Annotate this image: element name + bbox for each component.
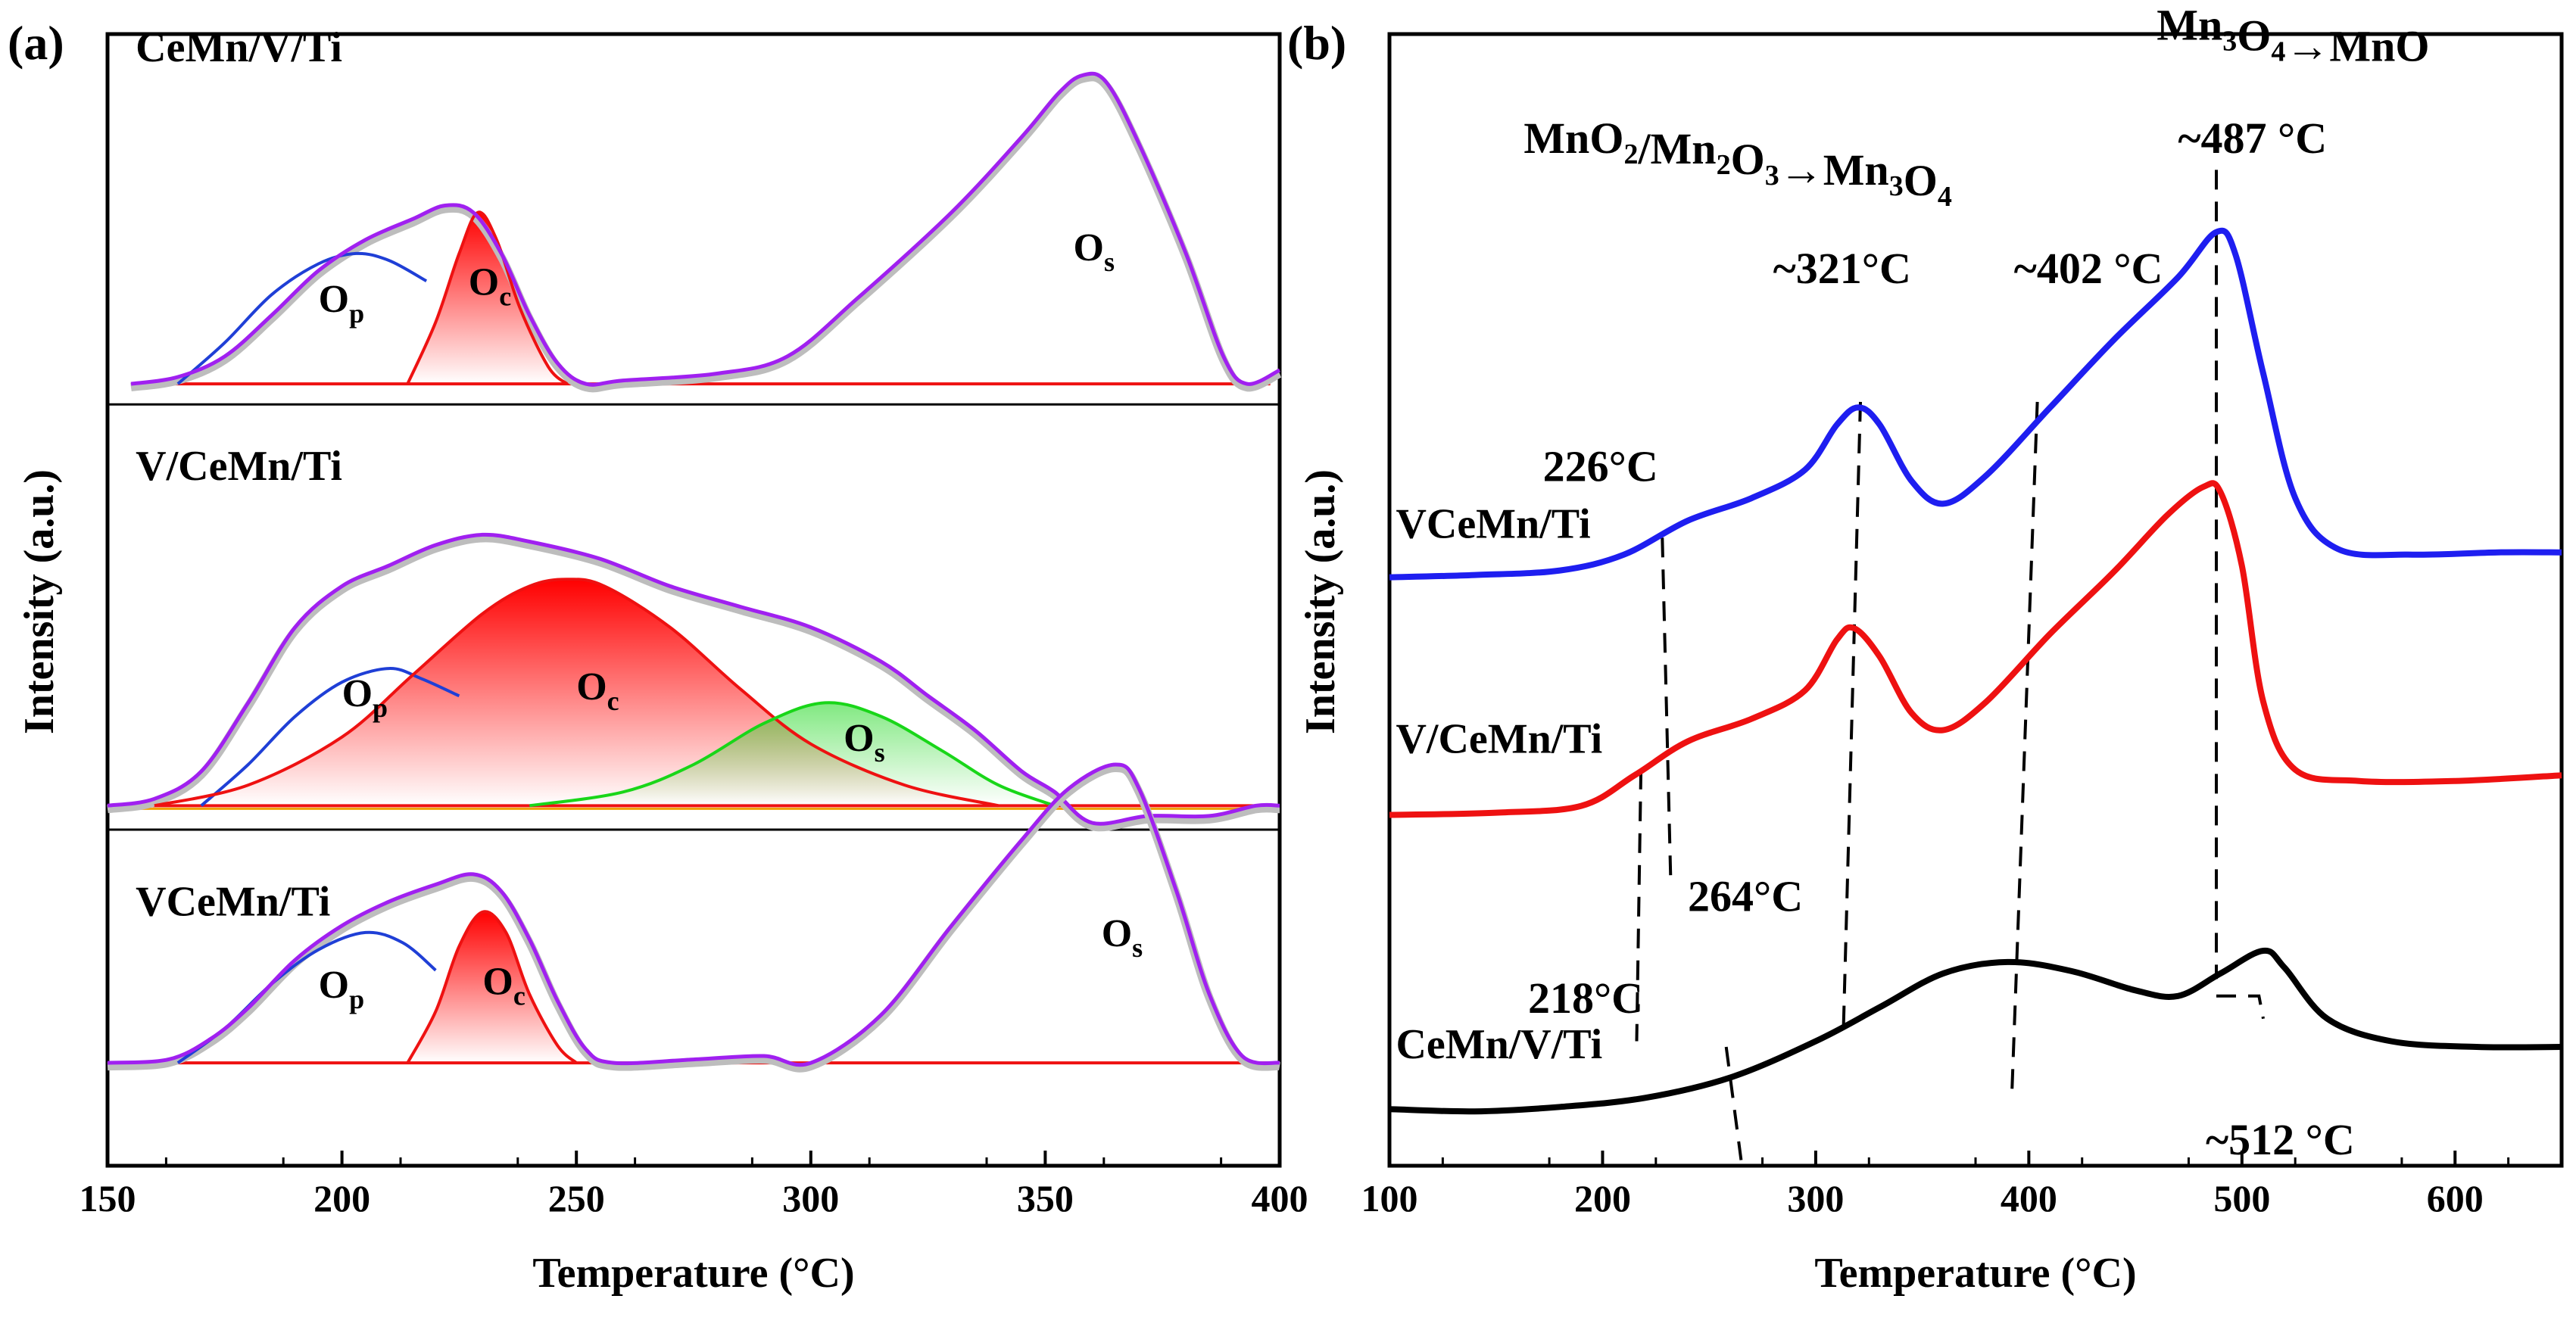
curve-v-cemn-ti: V/CeMn/Ti [1389,480,2562,818]
peak-op [176,251,428,385]
peak-oc [406,910,578,1064]
sample-label: CeMn/V/Ti [136,24,342,71]
panel-a-frame [105,32,1282,1168]
panel-a-xlabel: Temperature (°C) [532,1250,854,1297]
curve-label: V/CeMn/Ti [1396,715,1602,762]
peak-fill-oc [407,911,577,1064]
x-tick-label: 300 [782,1177,839,1219]
panel-b-ylabel: Intensity (a.u.) [1297,469,1344,734]
peak-op [200,667,460,807]
x-tick-label: 250 [548,1177,605,1219]
x-tick-label: 200 [1574,1177,1631,1219]
raw-data [130,73,1282,393]
panel-a-ylabel: Intensity (a.u.) [16,469,63,734]
curve-vcemn-ti: VCeMn/Ti [1389,227,2562,581]
curve-label: VCeMn/Ti [1396,500,1590,547]
envelope [107,762,1280,1067]
curve-line [1389,227,2562,581]
x-tick-label: 200 [313,1177,370,1219]
guide-512 [2216,994,2265,1020]
label-264: 264°C [1688,872,1803,921]
panel-b-x-ticks: 100 200 300 400 500 600 [1361,1151,2510,1219]
peak-oc [406,210,569,385]
envelope [107,532,1280,826]
guide-264 [1724,1046,1743,1160]
peak-oc [154,578,999,808]
panel-b-label: (b) [1287,16,1346,70]
label-218: 218°C [1528,973,1643,1023]
peak-label-s: Os [1074,226,1115,277]
panel-b: (b) VCeMn/Ti V/CeMn/Ti CeMn/V/Ti 100 200 300… [1287,0,2564,1297]
envelope [130,71,1281,387]
peak-os [529,701,1056,808]
panel-b-annotations: 226°C ~321°C ~402 °C ~487 °C 264°C 218°C ~512 … [1523,0,2429,1164]
label-402: ~402 °C [2014,244,2163,293]
panel-a-label: (a) [8,16,64,70]
panel-b-guides [1635,170,2265,1160]
label-512: ~512 °C [2206,1115,2355,1164]
anno-mn3o4: Mn3O4→MnO [2157,0,2429,70]
panel-a-x-ticks: 150 200 250 300 350 400 [80,1151,1308,1219]
peak-label-p: Op [342,672,388,723]
x-tick-label: 400 [1252,1177,1308,1219]
anno-mno2: MnO2/Mn2O3→Mn3O4 [1523,114,1952,213]
curve-cemn-v-ti: CeMn/V/Ti [1389,947,2562,1115]
x-tick-label: 400 [2001,1177,2057,1219]
guide-218 [1635,769,1643,1042]
label-226: 226°C [1543,442,1658,491]
curve-line [1389,480,2562,818]
sample-label: V/CeMn/Ti [136,443,342,490]
panel-b-plot: VCeMn/Ti V/CeMn/Ti CeMn/V/Ti [1389,227,2562,1115]
panel-b-xlabel: Temperature (°C) [1814,1250,2136,1297]
x-tick-label: 100 [1361,1177,1418,1219]
x-tick-label: 300 [1787,1177,1844,1219]
guide-402 [2010,401,2039,1098]
x-tick-label: 350 [1017,1177,1074,1219]
x-tick-label: 600 [2427,1177,2484,1219]
peak-label-p: Op [319,964,364,1014]
label-487: ~487 °C [2178,114,2327,163]
peak-label-s: Os [1102,912,1143,963]
guide-226 [1661,537,1673,883]
curve-label: CeMn/V/Ti [1396,1021,1602,1068]
curve-line [1389,947,2562,1115]
peak-label-p: Op [319,278,364,329]
label-321: ~321°C [1773,244,1911,293]
sample-label: VCeMn/Ti [136,878,330,925]
peak-fill-oc [407,212,567,385]
x-tick-label: 150 [80,1177,136,1219]
guide-321 [1842,401,1862,1030]
x-tick-label: 500 [2213,1177,2270,1219]
